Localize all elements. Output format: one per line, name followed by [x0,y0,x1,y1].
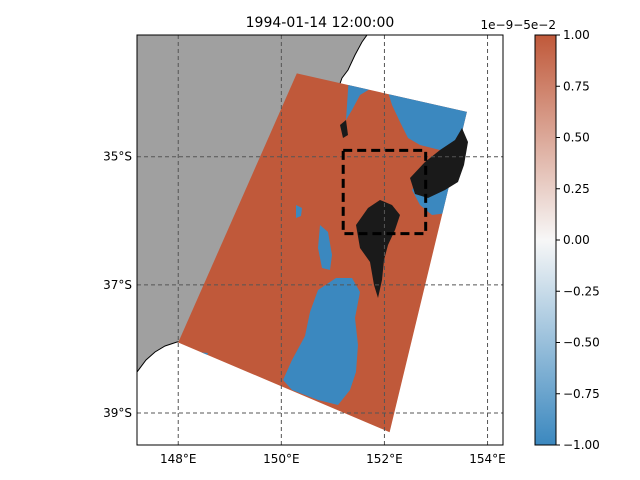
lat-tick-label-1: 37°S [103,278,132,292]
lon-tick-label-2: 152°E [366,452,403,466]
colorbar-tick-label-1: 0.75 [563,79,590,93]
lat-tick-labels: 35°S 37°S 39°S [103,150,132,420]
chart-title: 1994-01-14 12:00:00 [246,15,395,31]
colorbar-tick-label-6: −0.50 [563,336,600,350]
lon-tick-label-1: 150°E [263,452,300,466]
colorbar-ticks: 1.00 0.75 0.50 0.25 0.00 −0.25 −0.50 −0.75 −1.00 [556,28,600,452]
lon-tick-label-0: 148°E [160,452,197,466]
lon-tick-labels: 148°E 150°E 152°E 154°E [160,452,506,466]
colorbar-offset-text: 1e−9−5e−2 [481,18,556,32]
colorbar-tick-label-4: 0.00 [563,233,590,247]
colorbar-gradient [534,34,557,446]
lon-tick-label-3: 154°E [469,452,506,466]
negative-region-coastal-patch [296,205,302,218]
colorbar-tick-label-3: 0.25 [563,182,590,196]
map-axes [137,35,503,445]
map-axes-frame [136,34,504,446]
colorbar: 1e−9−5e−2 1.00 0.75 0.50 0.25 0.00 −0.25 −0.50… [481,18,600,452]
colorbar-tick-label-0: 1.00 [563,28,590,42]
lat-tick-label-2: 39°S [103,406,132,420]
negative-region-lower-center [283,278,360,405]
colorbar-tick-label-5: −0.25 [563,284,600,298]
dotted-feature-north-sliver [340,120,348,138]
negative-region-west-patch [318,225,332,270]
dotted-feature-center [356,200,400,298]
colorbar-tick-label-8: −1.00 [563,438,600,452]
gridlines [137,35,503,445]
colorbar-tick-label-2: 0.50 [563,131,590,145]
lat-tick-label-0: 35°S [103,150,132,164]
colorbar-tick-label-7: −0.75 [563,387,600,401]
